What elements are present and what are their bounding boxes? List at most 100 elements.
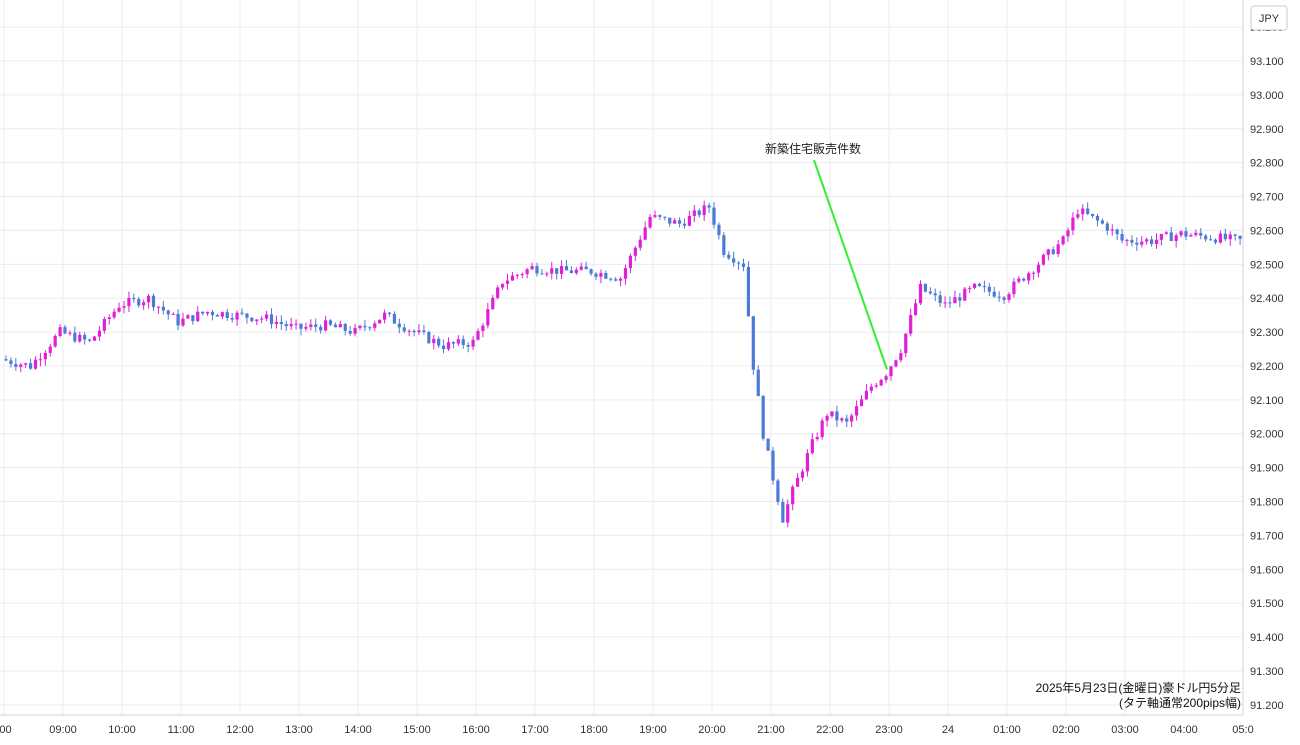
candle-body [909,315,913,334]
x-tick-label: 21:00 [757,724,785,736]
candle-body [574,269,578,274]
candle-body [618,278,623,281]
x-tick-label: 11:00 [168,724,195,736]
candle-body [102,318,106,331]
candle-body [614,279,618,281]
candle-body [987,286,991,292]
candle-body [4,359,8,361]
candle-body [648,216,652,228]
currency-badge[interactable] [1250,5,1288,31]
candle-body [368,327,372,329]
candle-body [579,266,583,270]
candle-body [314,324,318,328]
candle-body [810,439,814,454]
candle-body [535,266,539,274]
candle-body [1051,249,1055,255]
candle-body [505,280,510,284]
candle-body [928,291,932,294]
candle-body [722,235,726,255]
candle-body [294,323,298,325]
candle-body [1194,232,1198,236]
candle-body [382,312,387,320]
candle-body [805,453,810,472]
candle-body [859,399,864,407]
candle-body [825,415,829,421]
candle-body [1145,239,1149,242]
candle-body [156,306,161,308]
candle-body [319,327,323,331]
candle-body [43,352,47,360]
candle-body [255,319,259,322]
candle-body [1135,242,1139,245]
candle-body [97,330,102,337]
candle-body [161,306,165,311]
candle-body [186,315,190,319]
candle-body [92,336,97,341]
candle-body [230,317,234,320]
candle-body [437,338,441,346]
candle-body [225,312,229,318]
x-axis: :00 09:00 10:00 11:00 12:00 13:00 14:00 15:00 16… [0,724,1254,736]
x-tick-label: :00 [0,724,12,736]
candle-body [68,332,72,334]
candle-body [727,254,731,259]
x-tick-label: 09:00 [49,724,77,736]
candle-body [677,220,682,224]
candle-body [692,210,696,216]
candle-body [653,215,657,217]
x-tick-label: 10:00 [108,724,136,736]
x-tick-label: 19:00 [639,724,667,736]
candle-body [38,359,43,361]
candle-body [1233,234,1237,236]
candle-body [638,239,642,248]
candle-body [250,317,254,322]
candle-body [1066,230,1070,237]
candle-body [1189,235,1193,237]
candle-body [1208,239,1213,241]
candle-body [1169,232,1173,242]
candle-body [786,504,790,523]
y-tick-label: 92.900 [1250,124,1284,136]
candle-body [515,274,519,276]
candle-body [840,418,844,421]
candle-body [279,321,283,325]
candle-body [63,327,67,334]
candle-body [845,418,849,422]
x-tick-label: 01:00 [993,724,1021,736]
candle-body [1036,264,1041,273]
candle-body [1076,214,1080,218]
candle-body [422,330,426,333]
candle-body [1041,254,1046,265]
candle-body [500,283,505,288]
candle-body [181,318,185,326]
x-tick-label: 02:00 [1052,724,1080,736]
candle-body [48,346,52,353]
candle-body [304,327,308,329]
currency-badge-label: JPY [1259,13,1280,25]
candle-body [137,299,141,306]
chart-caption-line2: (タテ軸通常200pips幅) [1119,695,1241,710]
candle-body [1238,235,1242,239]
candle-body [559,266,564,274]
candle-body [1002,297,1006,300]
x-tick-label: 16:00 [462,724,490,736]
candle-body [1204,235,1208,240]
candle-body [1213,239,1218,243]
y-tick-label: 92.100 [1250,395,1284,407]
candle-body [378,319,382,324]
candle-body [1007,294,1011,300]
candle-body [1184,231,1188,237]
candle-body [397,323,401,328]
y-axis: 93.20093.10093.00092.90092.80092.70092.6… [1250,22,1284,712]
candle-body [117,307,121,312]
candle-body [1115,229,1119,235]
candle-body [682,223,687,226]
candle-body [540,273,544,275]
candle-body [407,330,411,332]
candle-body [766,438,770,451]
candle-body [697,210,701,216]
y-tick-label: 92.300 [1250,327,1284,339]
candle-body [525,269,529,275]
candle-body [1027,273,1031,281]
